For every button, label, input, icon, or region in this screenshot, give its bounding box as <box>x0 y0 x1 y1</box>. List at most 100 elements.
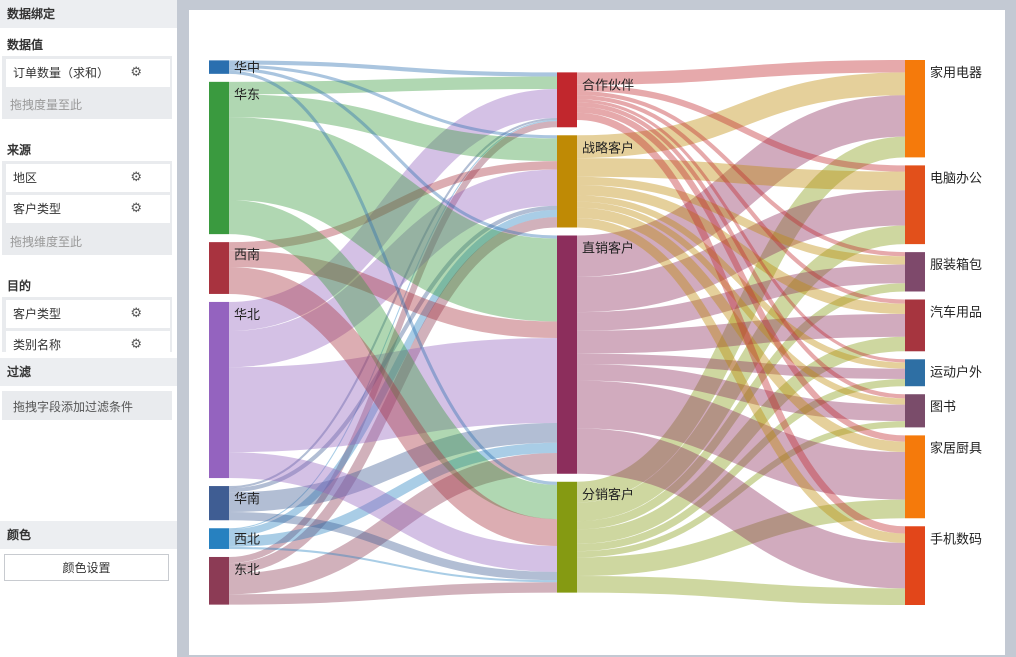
sankey-link[interactable] <box>228 511 558 581</box>
sankey-node[interactable] <box>905 165 925 245</box>
sankey-node[interactable] <box>209 486 229 521</box>
gear-icon[interactable]: ⚙ <box>130 337 142 352</box>
sankey-link[interactable] <box>228 199 558 520</box>
sankey-link[interactable] <box>576 380 906 500</box>
sankey-link[interactable] <box>576 190 906 313</box>
sankey-link[interactable] <box>576 95 906 304</box>
sankey-node[interactable] <box>905 359 925 387</box>
sankey-link[interactable] <box>228 267 558 547</box>
sankey-link[interactable] <box>576 336 906 544</box>
sankey-link[interactable] <box>576 264 906 331</box>
sankey-node[interactable] <box>209 81 229 235</box>
sankey-link[interactable] <box>576 225 906 522</box>
sankey-node[interactable] <box>905 299 925 352</box>
sankey-link[interactable] <box>576 158 906 191</box>
gear-icon[interactable]: ⚙ <box>130 65 142 80</box>
sankey-link[interactable] <box>228 117 558 489</box>
source-field-region[interactable]: 地区 ⚙ <box>6 164 170 192</box>
values-dropzone[interactable]: 订单数量（求和） ⚙ 拖拽度量至此 <box>2 56 172 119</box>
sankey-link[interactable] <box>576 176 906 265</box>
sankey-node[interactable] <box>557 481 577 593</box>
source-title: 来源 <box>7 143 32 157</box>
sankey-link[interactable] <box>576 106 906 442</box>
sankey-link[interactable] <box>228 169 558 368</box>
sankey-link[interactable] <box>228 205 558 493</box>
sankey-link[interactable] <box>228 546 558 583</box>
sankey-link[interactable] <box>576 218 906 543</box>
sankey-link[interactable] <box>576 421 906 558</box>
sankey-node[interactable] <box>209 60 229 74</box>
value-field-label: 订单数量（求和） <box>13 66 110 80</box>
sankey-link[interactable] <box>228 209 558 537</box>
sankey-link[interactable] <box>228 453 558 595</box>
sankey-link[interactable] <box>576 91 906 257</box>
gear-icon[interactable]: ⚙ <box>130 170 142 185</box>
sankey-link[interactable] <box>228 338 558 453</box>
sankey-node[interactable] <box>905 60 925 158</box>
sankey-node[interactable] <box>209 556 229 605</box>
sankey-link[interactable] <box>576 84 906 172</box>
sankey-node[interactable] <box>905 435 925 519</box>
sankey-node[interactable] <box>557 135 577 228</box>
sankey-link[interactable] <box>576 353 906 379</box>
values-title: 数据值 <box>7 38 44 52</box>
sankey-link[interactable] <box>576 136 906 503</box>
sankey-link[interactable] <box>228 60 558 77</box>
sankey-node[interactable] <box>209 301 229 479</box>
sankey-link[interactable] <box>228 94 558 162</box>
sankey-link[interactable] <box>576 195 906 369</box>
sankey-link[interactable] <box>576 378 906 552</box>
sankey-link[interactable] <box>576 185 906 314</box>
sankey-link[interactable] <box>576 313 906 354</box>
sankey-link[interactable] <box>228 120 558 530</box>
sankey-node[interactable] <box>209 528 229 549</box>
sankey-node[interactable] <box>209 242 229 294</box>
sankey-link[interactable] <box>228 117 558 322</box>
sankey-link[interactable] <box>228 423 558 512</box>
sankey-link[interactable] <box>228 70 558 485</box>
sankey-link[interactable] <box>576 60 906 85</box>
sankey-link[interactable] <box>576 576 906 606</box>
sankey-link[interactable] <box>228 161 558 251</box>
target-field-label: 类别名称 <box>13 338 62 352</box>
value-field[interactable]: 订单数量（求和） ⚙ <box>6 59 170 87</box>
sankey-node[interactable] <box>557 235 577 474</box>
sankey-link[interactable] <box>228 452 558 572</box>
gear-icon[interactable]: ⚙ <box>130 201 142 216</box>
sankey-link[interactable] <box>576 95 906 277</box>
sankey-node[interactable] <box>905 252 925 292</box>
filter-dropzone[interactable]: 拖拽字段添加过滤条件 <box>2 391 172 420</box>
sankey-link[interactable] <box>228 582 558 605</box>
sankey-link[interactable] <box>576 428 906 589</box>
sankey-node[interactable] <box>905 394 925 428</box>
sankey-link[interactable] <box>228 250 558 339</box>
sankey-link[interactable] <box>576 283 906 530</box>
sankey-link[interactable] <box>228 217 558 574</box>
sankey-link[interactable] <box>576 201 906 405</box>
sankey-link[interactable] <box>576 363 906 422</box>
sankey-link[interactable] <box>228 121 558 564</box>
sankey-link[interactable] <box>228 88 558 331</box>
sankey-node[interactable] <box>557 72 577 128</box>
sankey-link[interactable] <box>228 442 558 547</box>
sankey-link[interactable] <box>576 99 906 363</box>
target-dropzone[interactable]: 客户类型 ⚙ 类别名称 ⚙ <box>2 297 172 352</box>
gear-icon[interactable]: ⚙ <box>130 306 142 321</box>
sankey-node-label: 手机数码 <box>930 532 982 547</box>
source-field-customer-type[interactable]: 客户类型 ⚙ <box>6 195 170 223</box>
sankey-link[interactable] <box>576 499 906 577</box>
sankey-link[interactable] <box>576 112 906 534</box>
sankey-node-label: 华南 <box>234 491 260 507</box>
sankey-link[interactable] <box>576 102 906 399</box>
color-settings-button[interactable]: 颜色设置 <box>4 554 169 581</box>
sankey-link[interactable] <box>228 67 558 239</box>
sankey-link[interactable] <box>228 64 558 139</box>
sankey-link[interactable] <box>576 207 906 452</box>
sankey-link[interactable] <box>576 72 906 159</box>
target-field-customer-type[interactable]: 客户类型 ⚙ <box>6 300 170 328</box>
sankey-node[interactable] <box>905 526 925 605</box>
sankey-link[interactable] <box>228 76 558 95</box>
target-field-category[interactable]: 类别名称 ⚙ <box>6 331 170 352</box>
sankey-node-label: 图书 <box>930 400 956 415</box>
source-dropzone[interactable]: 地区 ⚙ 客户类型 ⚙ 拖拽维度至此 <box>2 161 172 255</box>
